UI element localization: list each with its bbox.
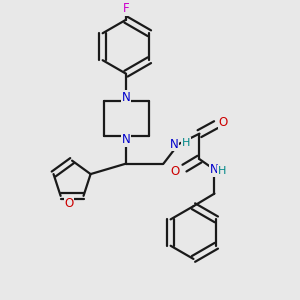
Text: H: H bbox=[218, 166, 226, 176]
Text: N: N bbox=[122, 133, 130, 146]
Text: N: N bbox=[210, 163, 219, 176]
Text: O: O bbox=[171, 165, 180, 178]
Text: H: H bbox=[182, 138, 190, 148]
Text: N: N bbox=[170, 138, 178, 151]
Text: O: O bbox=[219, 116, 228, 129]
Text: F: F bbox=[123, 2, 129, 15]
Text: N: N bbox=[122, 91, 130, 104]
Text: O: O bbox=[64, 197, 74, 210]
